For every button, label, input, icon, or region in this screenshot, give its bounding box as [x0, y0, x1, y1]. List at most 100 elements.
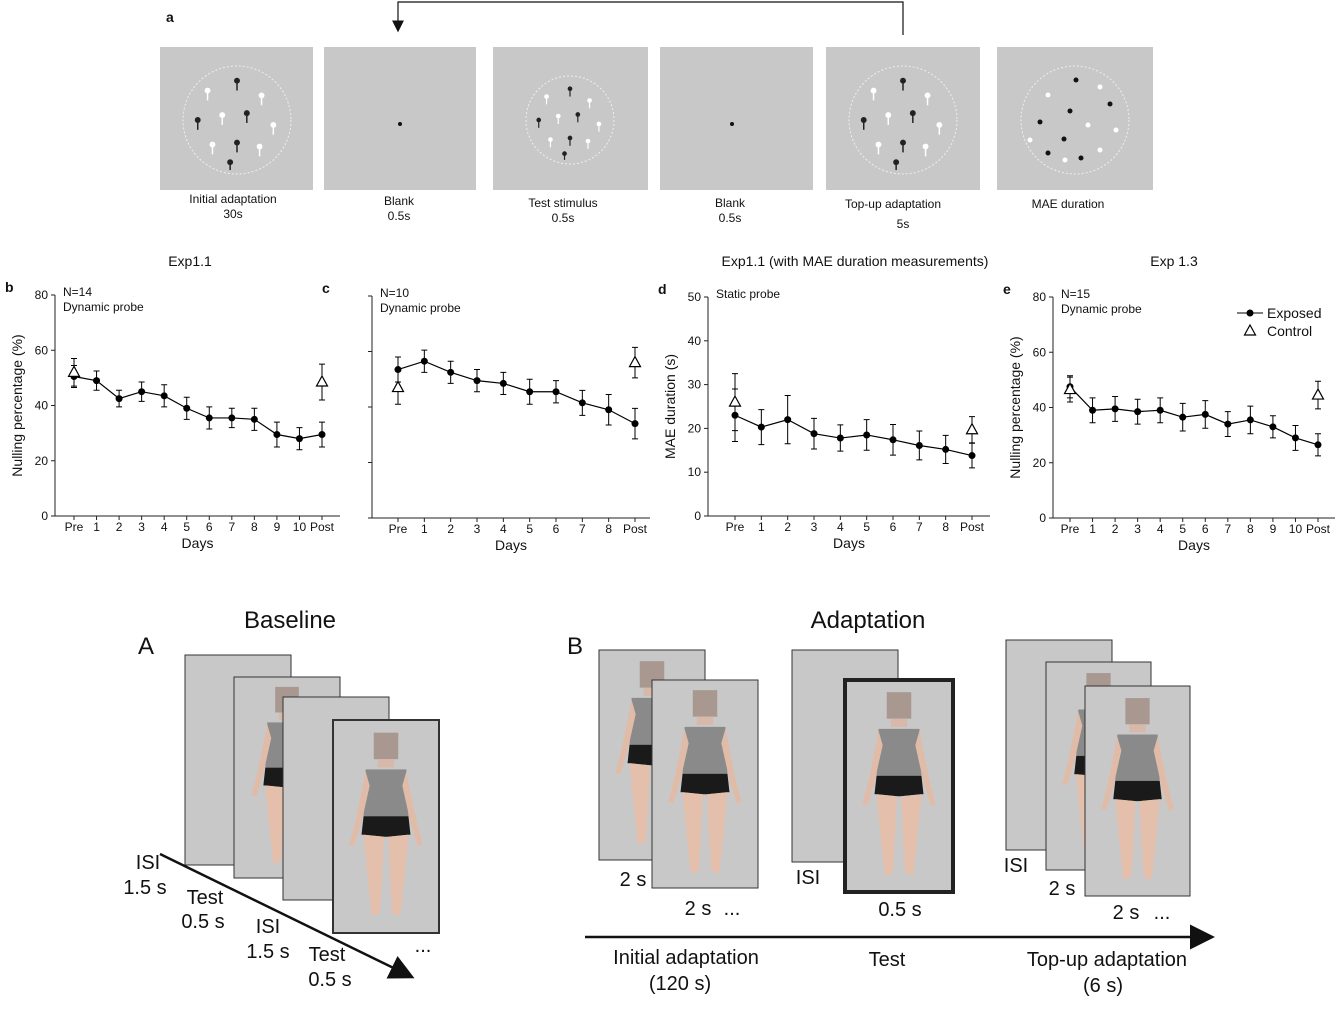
x-tick-label: 3: [1134, 522, 1141, 536]
dot: [1107, 101, 1113, 107]
label: 1.5 s: [123, 877, 166, 899]
y-tick-label: 40: [688, 334, 702, 348]
y-tick-label: 20: [35, 454, 49, 468]
dot: [1113, 127, 1119, 133]
x-axis-label: Days: [182, 535, 214, 551]
x-tick-label: 1: [1089, 522, 1096, 536]
x-tick-label: 7: [228, 520, 235, 534]
x-tick-label: 7: [579, 522, 586, 536]
aperture: [182, 65, 292, 175]
x-tick-label: Post: [1306, 522, 1331, 536]
x-tick-label: Pre: [726, 520, 745, 534]
label: 0.5 s: [308, 969, 351, 991]
x-tick-label: 10: [293, 520, 307, 534]
frame: [493, 47, 648, 190]
point: [836, 434, 844, 442]
group-title: Exp1.1 (with MAE duration measurements): [722, 253, 989, 269]
label: ISI: [796, 867, 820, 889]
y-tick-label: 50: [688, 290, 702, 304]
annotation: N=15: [1061, 287, 1090, 301]
y-tick-label: 0: [41, 509, 48, 523]
point: [1089, 406, 1097, 414]
panel-letter: B: [567, 633, 583, 660]
point: [1063, 382, 1077, 395]
x-tick-label: Pre: [65, 520, 84, 534]
annotation: Static probe: [716, 287, 780, 301]
aperture: [1020, 65, 1130, 175]
x-tick-label: Pre: [1061, 522, 1080, 536]
label: 0.5 s: [181, 911, 224, 933]
point: [1201, 410, 1209, 418]
point: [205, 414, 213, 422]
label: ISI: [1004, 855, 1028, 877]
annotation: N=10: [380, 286, 409, 300]
x-tick-label: 3: [474, 522, 481, 536]
chart: d Static probe 0 10 20 30 40 50 Pre 1 2 3 4 5 6 7 8 Post M…: [658, 281, 990, 551]
point: [420, 357, 428, 365]
series-line: [397, 360, 636, 425]
frame-duration: 0.5s: [719, 211, 742, 225]
chart-title: Exp1.1: [168, 253, 212, 269]
stimulus-frames: [160, 47, 1153, 190]
y-tick-label: 0: [1039, 511, 1046, 525]
point: [1156, 406, 1164, 414]
dot: [1045, 92, 1051, 98]
panel-title: Adaptation: [811, 607, 926, 634]
chart-title: Exp 1.3: [1150, 253, 1198, 269]
point: [183, 404, 191, 412]
x-tick-label: 6: [206, 520, 213, 534]
panel-letter: e: [1003, 281, 1011, 297]
static-dots: [1027, 77, 1119, 163]
x-tick-label: 4: [500, 522, 507, 536]
x-tick-label: 7: [1224, 522, 1231, 536]
frame: [160, 47, 313, 190]
point: [965, 422, 979, 435]
point: [115, 395, 123, 403]
y-tick-label: 20: [1033, 456, 1047, 470]
y-axis-label: Nulling percentage (%): [9, 334, 25, 476]
dot: [1067, 108, 1073, 114]
point: [1179, 413, 1187, 421]
point: [915, 441, 923, 449]
point: [67, 365, 81, 377]
phase-label: Top-up adaptation: [1027, 949, 1187, 971]
point: [1311, 387, 1325, 400]
y-tick-label: 20: [688, 421, 702, 435]
frame-duration: 5s: [897, 217, 910, 231]
annotation: Dynamic probe: [63, 300, 144, 314]
label: Test: [187, 887, 224, 909]
point: [93, 377, 101, 385]
dot: [1073, 77, 1079, 83]
label: ISI: [256, 916, 280, 938]
panel-letter: d: [658, 281, 667, 297]
y-tick-label: 60: [35, 343, 49, 357]
phase-duration: (120 s): [649, 973, 711, 995]
dot: [1097, 147, 1103, 153]
phase-duration: (6 s): [1083, 975, 1123, 997]
x-tick-label: 9: [1270, 522, 1277, 536]
point: [1111, 405, 1119, 413]
point: [391, 380, 405, 393]
label: ...: [724, 898, 741, 920]
annotation: N=14: [63, 285, 92, 299]
point: [1134, 408, 1142, 416]
x-tick-label: Pre: [389, 522, 408, 536]
dot: [1097, 84, 1103, 90]
frame: [324, 47, 476, 190]
point: [1314, 441, 1322, 449]
point: [863, 431, 871, 439]
point: [526, 388, 534, 396]
aperture: [525, 75, 615, 165]
point: [1269, 423, 1277, 431]
x-tick-label: 5: [183, 520, 190, 534]
x-tick-label: 6: [553, 522, 560, 536]
point: [942, 445, 950, 453]
y-tick-label: 80: [35, 288, 49, 302]
x-tick-label: 1: [421, 522, 428, 536]
frame: [660, 47, 813, 190]
point: [250, 415, 258, 423]
x-tick-label: Post: [310, 520, 335, 534]
